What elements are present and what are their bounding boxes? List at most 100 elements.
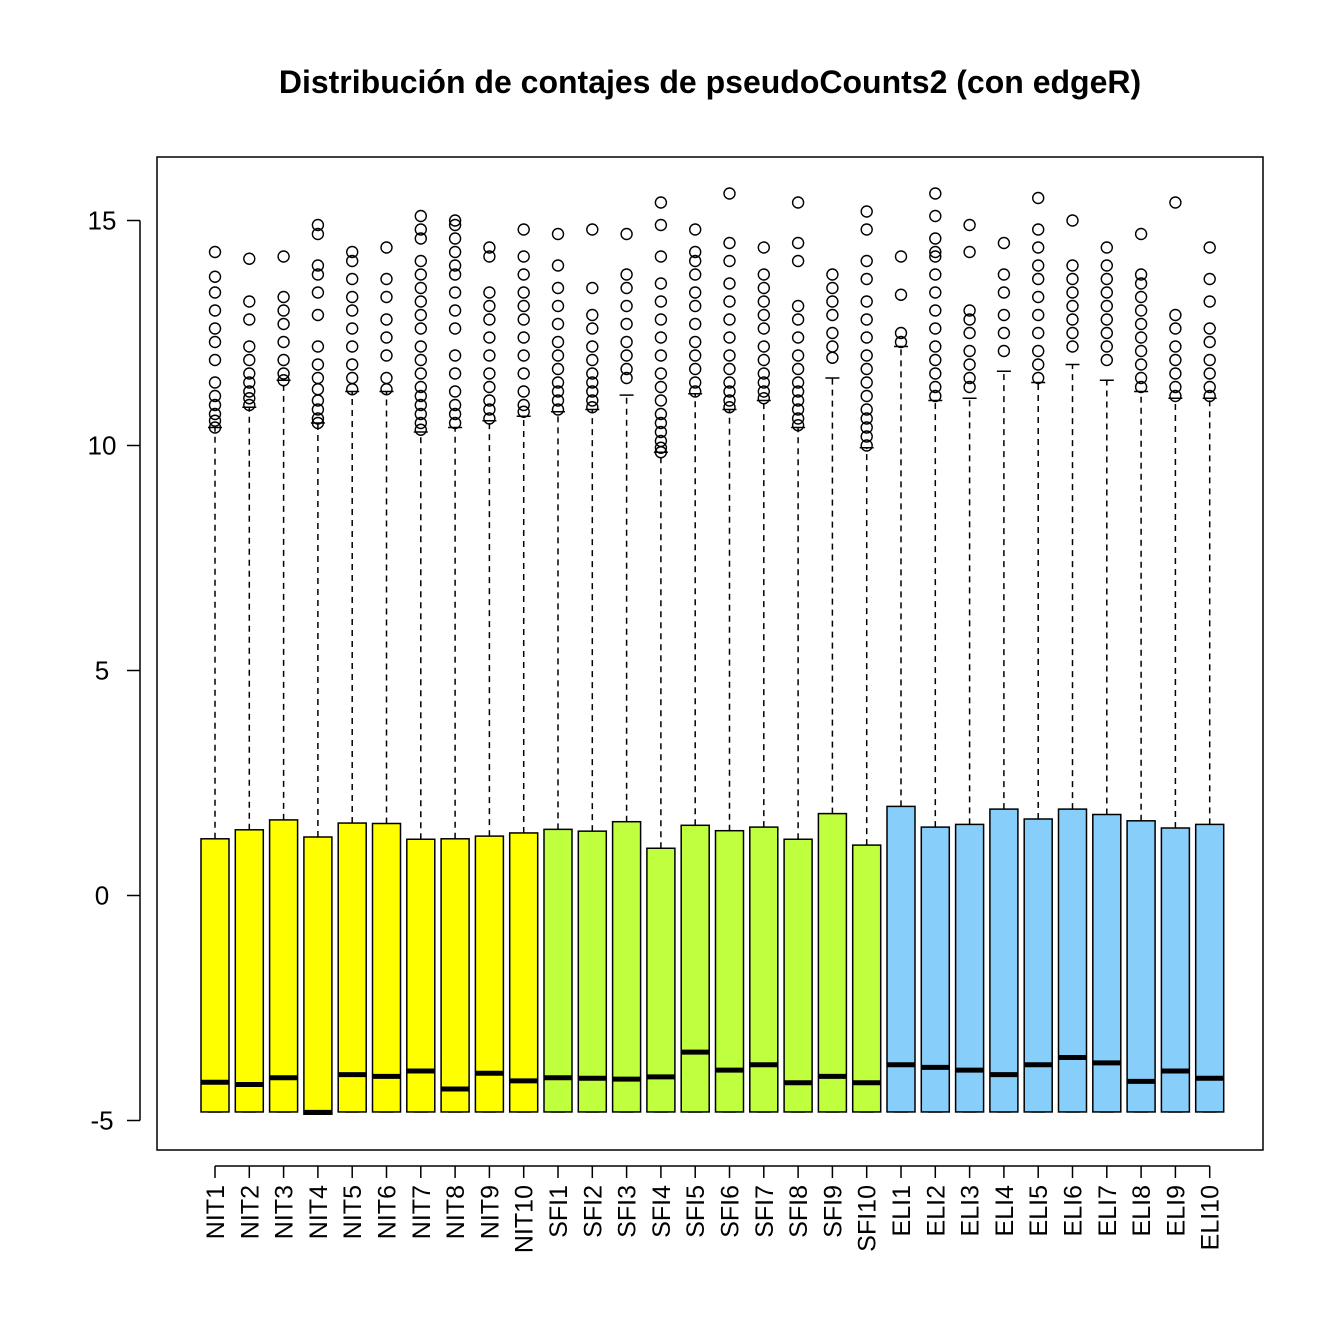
outlier-point [1031, 272, 1045, 286]
outlier-point [757, 322, 770, 335]
outlier-point [311, 259, 325, 272]
box-ELI6 [1057, 214, 1088, 1113]
outlier-point [448, 214, 462, 227]
outlier-point [346, 371, 359, 385]
outlier-point [654, 218, 668, 232]
outlier-point [414, 407, 427, 421]
x-tick-label: SFI5 [682, 1185, 710, 1238]
outlier-point [380, 371, 393, 385]
outlier-point [654, 196, 668, 209]
box-body [543, 828, 573, 1113]
outlier-point [586, 385, 599, 398]
outlier-point [551, 394, 565, 407]
box-body [783, 838, 813, 1113]
outlier-point [448, 367, 462, 380]
outlier-point [826, 308, 839, 322]
outlier-point [243, 398, 256, 412]
outlier-point [586, 353, 599, 367]
outlier-point [654, 394, 668, 407]
box-ELI8 [1126, 227, 1156, 1113]
x-tick-label: SFI9 [819, 1185, 847, 1238]
outlier-point [929, 268, 942, 281]
box-body [714, 829, 745, 1113]
outlier-point [1134, 331, 1148, 344]
outlier-point [414, 398, 427, 412]
outlier-point [654, 331, 668, 344]
outlier-point [929, 389, 942, 403]
outlier-point [483, 299, 496, 313]
outlier-point [723, 349, 736, 362]
outlier-point [894, 288, 908, 301]
outlier-point [586, 401, 599, 414]
outlier-point [929, 380, 942, 394]
outlier-point [551, 227, 565, 241]
outlier-point [380, 290, 393, 304]
outlier-point [311, 371, 325, 385]
box-NIT9 [474, 241, 505, 1113]
outlier-point [1134, 277, 1148, 290]
outlier-point [551, 403, 565, 416]
outlier-point [551, 335, 565, 349]
outlier-point [620, 227, 633, 241]
outlier-point [894, 250, 908, 263]
outlier-point [654, 434, 668, 448]
outlier-point [208, 270, 222, 283]
outlier-point [448, 304, 462, 317]
outlier-point [517, 349, 530, 362]
outlier-point [551, 317, 565, 331]
outlier-point [448, 286, 462, 299]
outlier-point [894, 335, 908, 349]
box-ELI3 [954, 218, 985, 1113]
outlier-point [208, 407, 222, 421]
outlier-point [860, 439, 873, 452]
box-body [749, 826, 779, 1113]
outlier-point [654, 277, 668, 290]
outlier-point [483, 394, 496, 407]
outlier-point [757, 295, 770, 308]
outlier-point [1031, 326, 1045, 340]
outlier-point [963, 313, 976, 326]
outlier-point [620, 349, 633, 362]
outlier-point [483, 331, 496, 344]
outlier-point [1203, 272, 1216, 286]
outlier-point [929, 367, 942, 380]
outlier-point [963, 326, 976, 340]
outlier-point [620, 317, 633, 331]
y-tick-label: 5 [95, 656, 109, 686]
outlier-point [997, 326, 1011, 340]
outlier-point [243, 353, 256, 367]
box-body [1057, 808, 1088, 1113]
box-body [646, 847, 676, 1113]
outlier-point [1066, 259, 1079, 272]
box-body [508, 832, 539, 1113]
outlier-point [654, 313, 668, 326]
outlier-point [929, 304, 942, 317]
outlier-point [414, 423, 427, 436]
outlier-point [894, 326, 908, 340]
outlier-point [414, 353, 427, 367]
outlier-point [791, 419, 805, 432]
outlier-point [860, 430, 873, 443]
outlier-point [586, 223, 599, 236]
x-tick-label: SFI3 [614, 1185, 642, 1238]
outlier-point [586, 340, 599, 353]
outlier-point [551, 299, 565, 313]
box-body [1160, 827, 1191, 1113]
outlier-point [620, 362, 633, 376]
x-tick-label: ELI10 [1197, 1185, 1225, 1250]
x-tick-label: SFI1 [545, 1185, 573, 1238]
outlier-point [414, 389, 427, 403]
outlier-point [791, 236, 805, 250]
outlier-point [1031, 371, 1045, 385]
outlier-point [689, 268, 702, 281]
box-body [817, 812, 848, 1113]
outlier-point [346, 358, 359, 371]
outlier-point [414, 232, 427, 245]
outlier-point [620, 299, 633, 313]
outlier-point [963, 304, 976, 317]
box-body [886, 805, 916, 1113]
outlier-point [414, 281, 427, 295]
outlier-point [654, 295, 668, 308]
outlier-point [1134, 227, 1148, 241]
